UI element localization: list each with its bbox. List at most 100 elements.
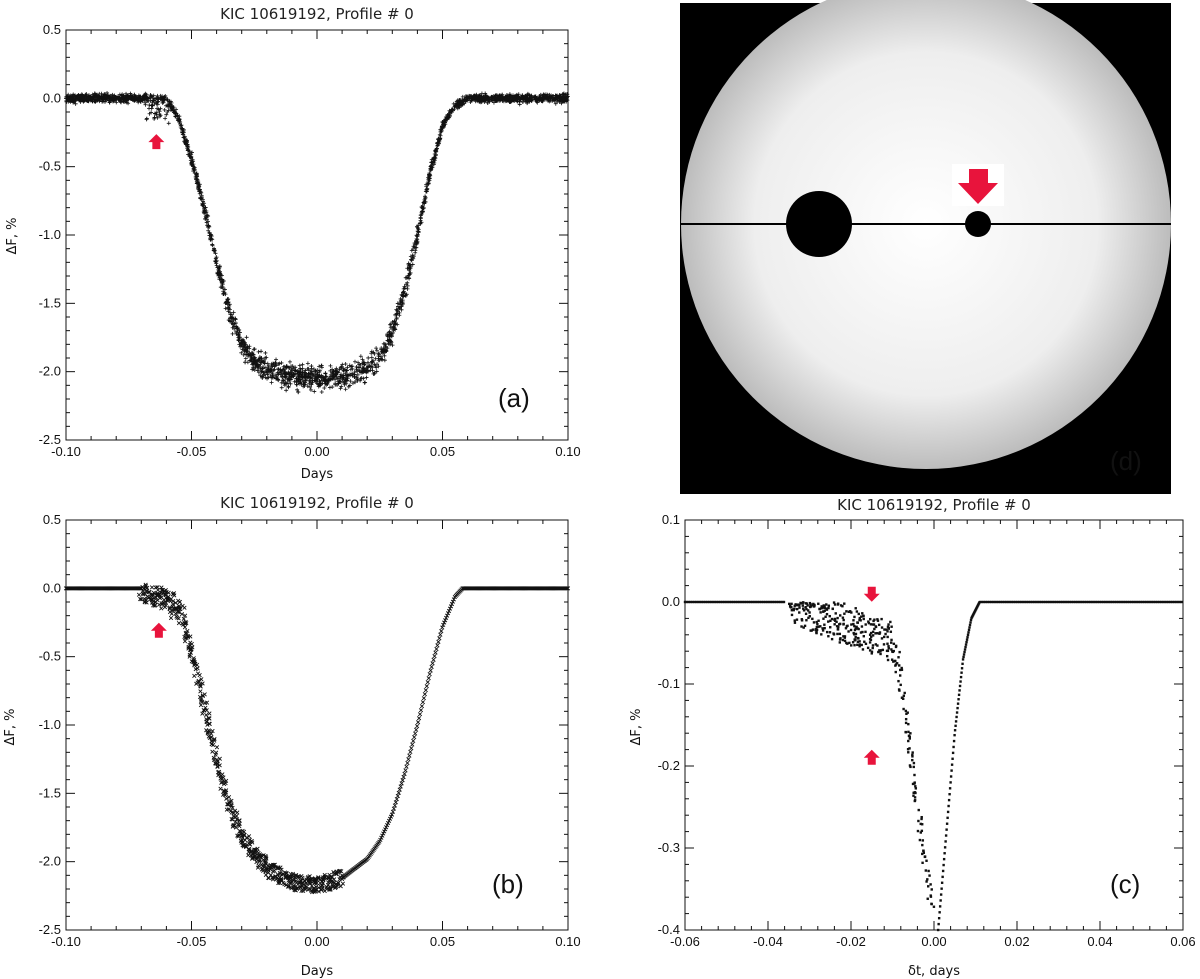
- data-point: [502, 96, 507, 101]
- data-point: [871, 634, 875, 637]
- data-point: [539, 99, 544, 104]
- data-point: [279, 380, 284, 385]
- data-point: [251, 365, 256, 370]
- data-point: [164, 112, 169, 117]
- data-point: [909, 732, 912, 735]
- data-point: [874, 643, 877, 646]
- x-tick-label: 0.10: [555, 444, 580, 459]
- data-point: [821, 627, 824, 630]
- panel-label-a: (a): [498, 383, 530, 413]
- data-point: [382, 353, 387, 358]
- data-point: [861, 648, 865, 651]
- data-point: [249, 848, 254, 854]
- data-point: [551, 97, 556, 102]
- data-point: [374, 346, 379, 351]
- data-point: [105, 93, 110, 98]
- data-point: [553, 101, 558, 106]
- data-point: [817, 619, 820, 622]
- data-point: [959, 675, 963, 679]
- data-point: [446, 114, 451, 119]
- data-point: [392, 803, 397, 808]
- data-points-a: [64, 90, 570, 395]
- data-point: [943, 852, 946, 855]
- data-point: [317, 368, 322, 373]
- data-point: [214, 745, 220, 750]
- data-point: [800, 625, 803, 628]
- data-point: [252, 357, 257, 362]
- data-point: [279, 385, 284, 390]
- data-point: [149, 103, 154, 108]
- data-point: [142, 600, 147, 605]
- data-point: [907, 722, 910, 726]
- data-point: [338, 386, 343, 391]
- data-point: [842, 622, 845, 626]
- data-point: [369, 355, 374, 360]
- data-point: [152, 111, 157, 116]
- data-point: [153, 100, 158, 105]
- data-point: [289, 364, 294, 369]
- x-tick-label: 0.06: [1170, 934, 1195, 949]
- data-point: [251, 352, 256, 357]
- data-point: [360, 361, 365, 366]
- y-tick-label: 0.0: [43, 580, 61, 595]
- data-point: [327, 385, 332, 390]
- data-point: [214, 263, 219, 268]
- data-point: [315, 381, 320, 386]
- data-point: [161, 100, 166, 105]
- data-point: [864, 642, 868, 646]
- data-point: [964, 645, 967, 649]
- data-point: [125, 93, 130, 98]
- data-point: [374, 369, 379, 374]
- data-point: [188, 646, 193, 651]
- data-point: [409, 746, 414, 751]
- data-point: [558, 94, 563, 99]
- x-axis-label-b: Days: [301, 964, 334, 979]
- data-point: [504, 93, 509, 98]
- data-point: [474, 95, 479, 100]
- data-point: [246, 834, 252, 839]
- data-point: [434, 147, 439, 152]
- data-point: [225, 300, 230, 305]
- stellar-disk: [681, 0, 1171, 469]
- data-point: [517, 99, 522, 104]
- data-point: [869, 623, 873, 626]
- data-points-c: [683, 600, 1183, 932]
- data-point: [830, 637, 834, 641]
- data-point: [426, 181, 431, 186]
- data-point: [166, 590, 171, 595]
- data-point: [206, 214, 211, 219]
- data-point: [824, 615, 827, 618]
- data-point: [951, 757, 954, 760]
- data-point: [369, 364, 374, 369]
- data-point: [269, 361, 274, 366]
- data-point: [270, 375, 275, 380]
- data-point: [403, 275, 408, 280]
- data-point: [348, 367, 353, 372]
- data-point: [273, 360, 278, 365]
- data-point: [380, 350, 385, 355]
- data-point: [924, 869, 928, 872]
- data-point: [827, 620, 830, 623]
- data-point: [864, 630, 867, 634]
- data-point: [487, 97, 492, 102]
- data-point: [242, 842, 248, 847]
- data-point: [223, 292, 228, 297]
- data-point: [358, 378, 363, 383]
- data-point: [191, 164, 196, 169]
- data-point: [829, 626, 832, 629]
- data-point: [398, 784, 403, 789]
- data-point: [335, 369, 340, 374]
- data-point: [388, 325, 393, 330]
- data-point: [379, 354, 384, 359]
- data-point: [912, 761, 916, 765]
- data-point: [259, 360, 264, 365]
- data-point: [325, 381, 330, 386]
- data-point: [416, 716, 422, 721]
- data-point: [960, 671, 963, 674]
- data-point: [856, 636, 860, 640]
- data-point: [425, 680, 430, 685]
- data-point: [213, 752, 218, 757]
- data-point: [882, 643, 886, 646]
- data-point: [958, 689, 961, 692]
